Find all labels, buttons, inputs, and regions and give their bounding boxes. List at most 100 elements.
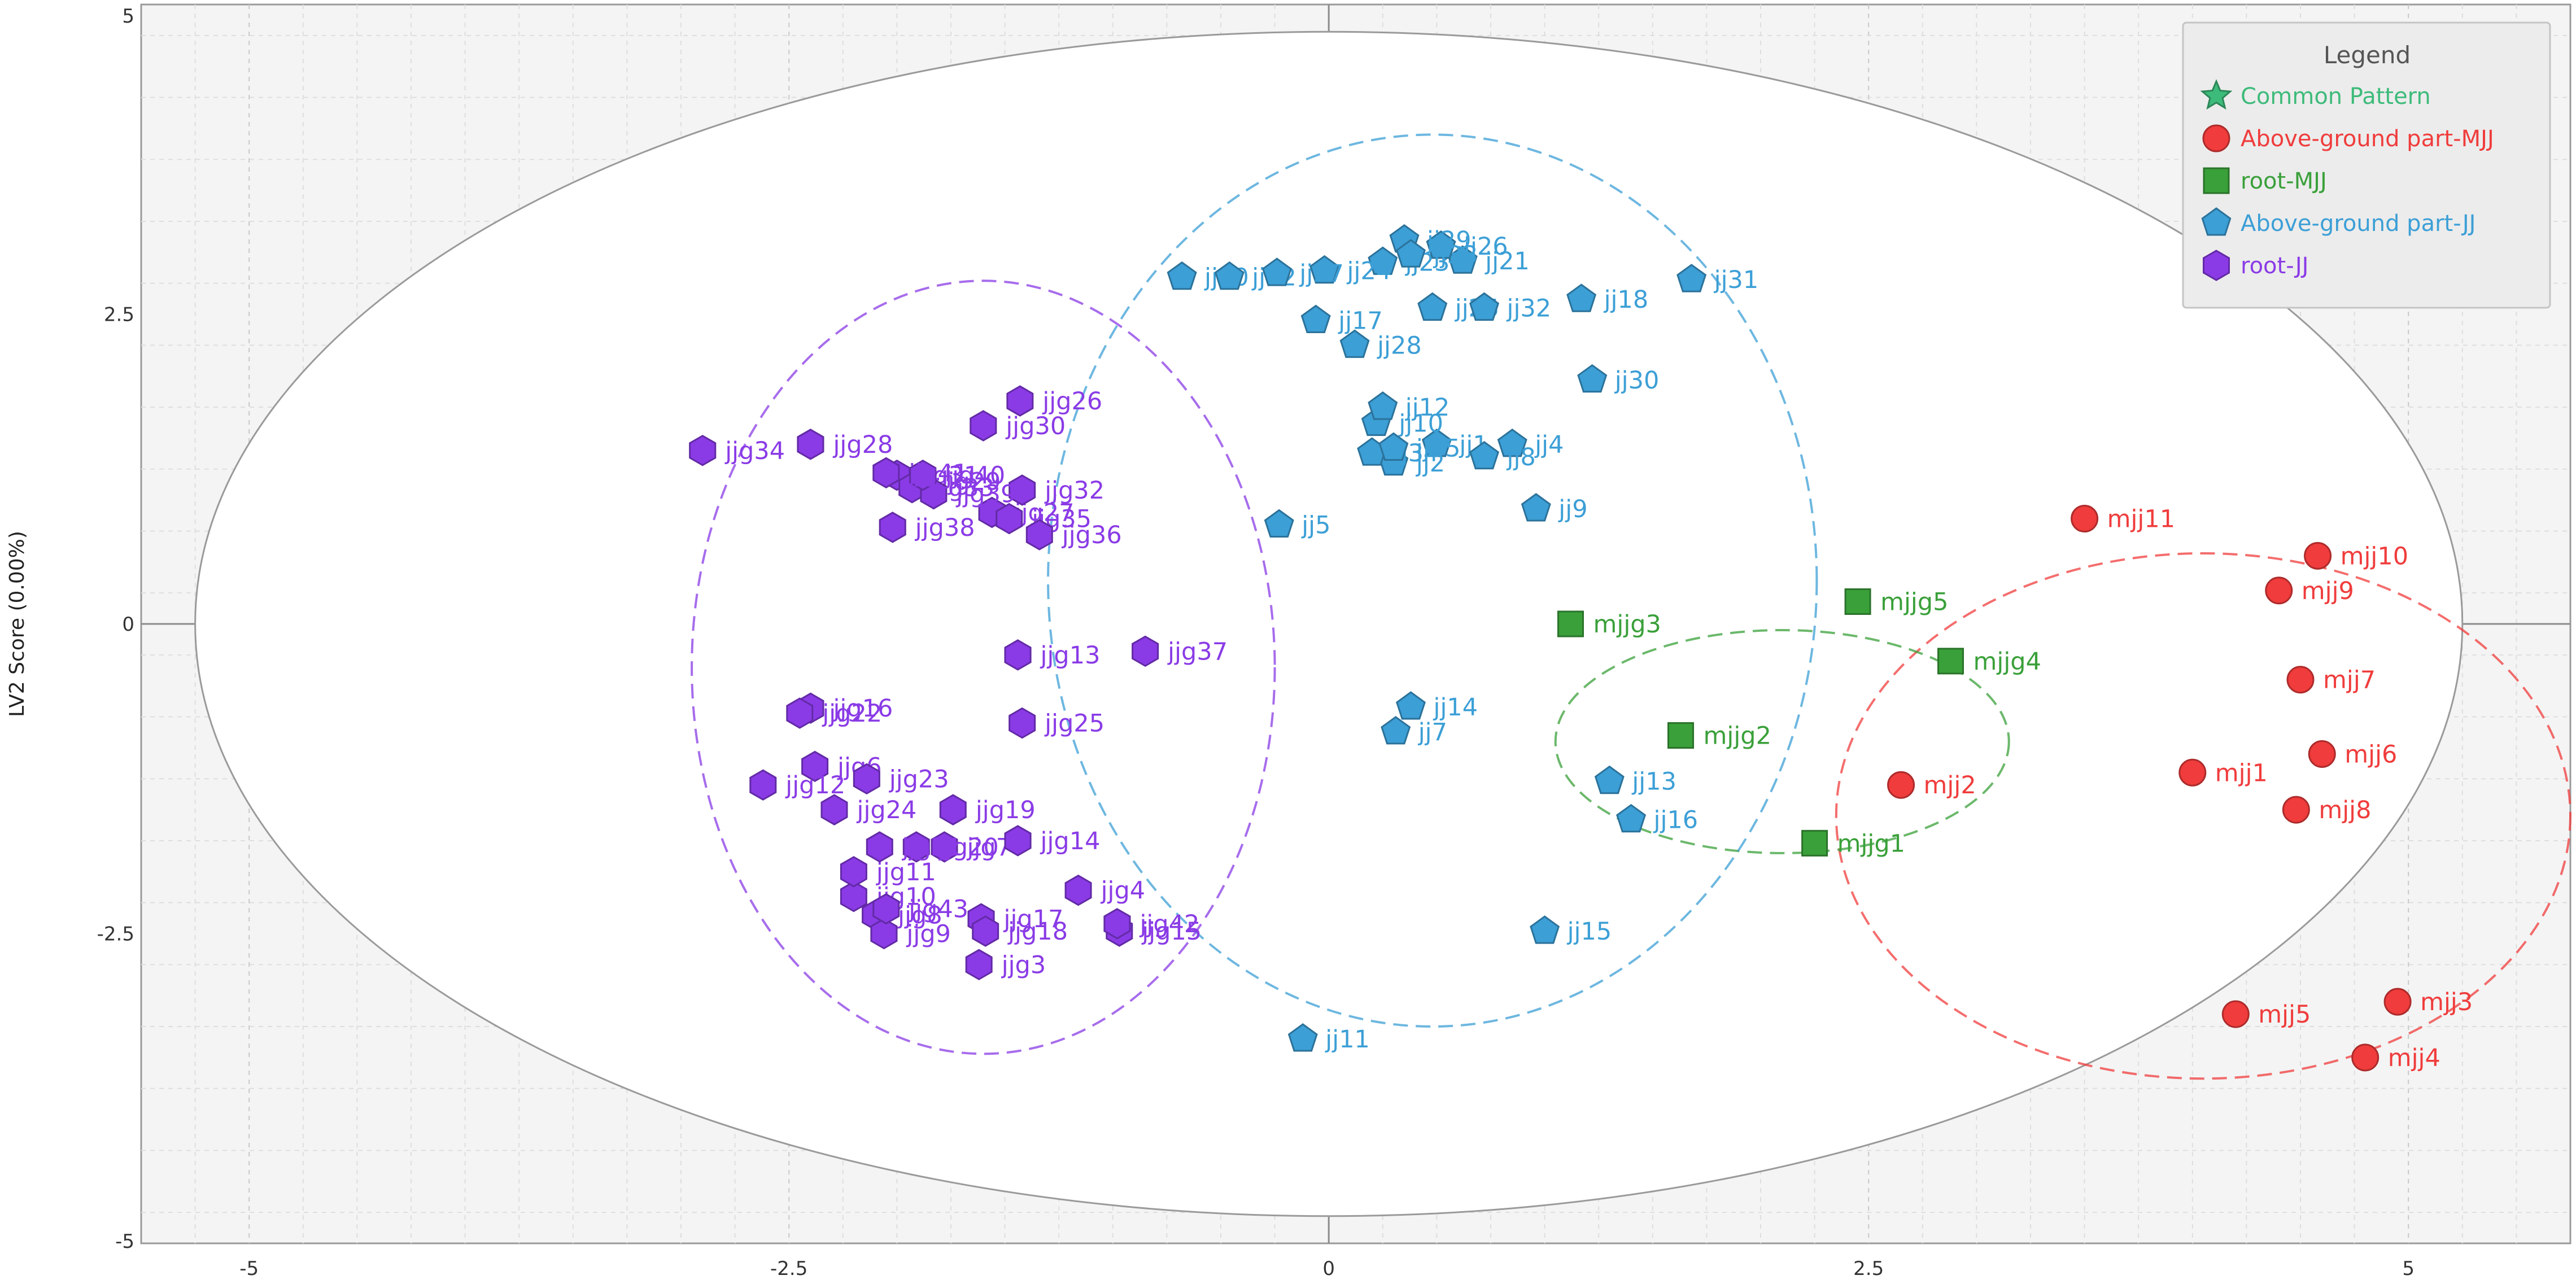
point-label-jj30: jj30 xyxy=(1614,366,1660,395)
point-label-jjg42: jjg42 xyxy=(1139,910,1199,938)
point-label-jjg34: jjg34 xyxy=(724,437,785,465)
point-jj23 xyxy=(1368,246,1398,275)
point-jjg12 xyxy=(749,769,777,801)
point-jjg20 xyxy=(902,831,930,863)
point-label-jjg7: jjg7 xyxy=(967,833,1012,862)
point-label-jj17: jj17 xyxy=(1338,307,1383,335)
point-mjjg2 xyxy=(1667,722,1695,749)
point-mjj7 xyxy=(2286,666,2315,694)
point-jjg23 xyxy=(853,763,880,795)
x-tick-label: -2.5 xyxy=(770,1257,807,1280)
point-jj18 xyxy=(1566,283,1597,312)
point-label-jj5: jj5 xyxy=(1301,511,1330,539)
point-jj30 xyxy=(1577,364,1608,393)
point-jjg9 xyxy=(870,918,898,950)
point-jj16 xyxy=(1616,803,1647,833)
point-label-mjj10: mjj10 xyxy=(2341,542,2409,570)
point-label-mjj9: mjj9 xyxy=(2302,577,2354,605)
point-jj28 xyxy=(1339,329,1370,358)
point-jjg35 xyxy=(996,503,1023,535)
point-label-jj8: jj8 xyxy=(1507,443,1536,471)
legend-marker-root-mjj xyxy=(2203,167,2230,194)
group-ellipse-above-ground-part-jj xyxy=(1047,133,1818,1028)
point-jj14 xyxy=(1396,691,1426,720)
x-tick-label: 0 xyxy=(1322,1257,1335,1280)
point-jjg3 xyxy=(965,949,993,981)
point-label-jjg4: jjg4 xyxy=(1101,877,1146,905)
point-jj9 xyxy=(1521,493,1551,522)
legend-title: Legend xyxy=(2324,41,2411,69)
point-mjj1 xyxy=(2178,758,2207,787)
point-jj25 xyxy=(1417,292,1448,321)
point-jj1 xyxy=(1421,429,1452,457)
point-label-jjg15: jjg15 xyxy=(1141,918,1202,946)
point-label-jj11: jj11 xyxy=(1325,1025,1370,1054)
point-label-jjg8: jjg8 xyxy=(897,902,942,930)
point-label-jj4: jj4 xyxy=(1534,431,1564,459)
point-jj22 xyxy=(1214,261,1245,290)
y-tick-label: 5 xyxy=(122,5,134,28)
legend-entry-above-ground-part-jj: Above-ground part-JJ xyxy=(2241,211,2475,237)
point-label-mjj7: mjj7 xyxy=(2323,666,2376,695)
point-jjg14 xyxy=(1004,825,1032,857)
point-label-jjg17: jjg17 xyxy=(1003,905,1064,933)
point-label-mjj6: mjj6 xyxy=(2344,740,2397,768)
point-label-mjj5: mjj5 xyxy=(2258,1001,2311,1029)
point-label-jjg21: jjg21 xyxy=(902,833,962,862)
point-mjj8 xyxy=(2282,796,2310,824)
point-label-jjg16: jjg16 xyxy=(832,695,893,723)
point-jjg19 xyxy=(939,794,967,826)
point-label-jjg30: jjg30 xyxy=(1005,412,1066,440)
point-label-jjg41: jjg41 xyxy=(908,459,968,487)
point-jjg6 xyxy=(801,750,829,783)
point-jj5 xyxy=(1264,509,1294,538)
point-label-jjg9: jjg9 xyxy=(906,920,951,949)
point-jj27 xyxy=(1261,257,1292,286)
group-ellipse-above-ground-part-mjj xyxy=(1835,552,2571,1080)
legend: Legend Common Pattern Above-ground part-M… xyxy=(2182,21,2551,309)
point-jj15 xyxy=(1530,915,1560,944)
point-label-mjj4: mjj4 xyxy=(2388,1044,2440,1072)
point-mjjg1 xyxy=(1801,829,1828,857)
point-label-jjg23: jjg23 xyxy=(889,765,949,793)
point-jj31 xyxy=(1676,264,1707,292)
point-jj8 xyxy=(1469,440,1500,470)
point-jjg22 xyxy=(786,697,814,729)
point-jjg42 xyxy=(1103,908,1131,940)
series-root-mjj: mjjg1 mjjg2 mjjg3 mjjg4 mjjg5 xyxy=(1557,588,2041,858)
point-label-jjg25: jjg25 xyxy=(1044,710,1104,738)
point-label-jj15: jj15 xyxy=(1567,918,1612,946)
point-label-jjg18: jjg18 xyxy=(1007,918,1068,946)
point-label-jj29: jj29 xyxy=(1426,226,1472,255)
point-jjg36 xyxy=(1025,519,1053,551)
point-label-jj7: jj7 xyxy=(1418,718,1447,746)
point-label-jjg26: jjg26 xyxy=(1042,387,1102,416)
point-label-jj10: jj10 xyxy=(1398,410,1443,438)
group-ellipse-root-mjj xyxy=(1554,628,2010,854)
x-tick-label: -5 xyxy=(239,1257,259,1280)
point-label-jjg40: jjg40 xyxy=(945,462,1005,490)
point-label-jjg14: jjg14 xyxy=(1040,827,1101,855)
point-jjg4 xyxy=(1064,874,1092,906)
point-jjg25 xyxy=(1008,707,1036,739)
point-jj20 xyxy=(1167,261,1197,290)
point-label-jjg28: jjg28 xyxy=(832,431,893,459)
point-jj17 xyxy=(1300,304,1331,333)
point-mjj3 xyxy=(2383,988,2412,1016)
point-label-jj9: jj9 xyxy=(1558,495,1587,523)
point-label-jjg20: jjg20 xyxy=(938,833,999,862)
point-mjj10 xyxy=(2304,541,2332,570)
point-label-jj14: jj14 xyxy=(1433,693,1478,722)
point-jjg30 xyxy=(970,410,997,442)
y-tick-label: -5 xyxy=(115,1230,134,1253)
point-jjg38 xyxy=(879,512,906,543)
point-label-jjg37: jjg37 xyxy=(1167,637,1228,666)
y-tick-label: 0 xyxy=(122,613,134,636)
point-jjg7 xyxy=(931,831,958,863)
point-label-jj24: jj24 xyxy=(1347,257,1392,286)
legend-entry-root-jj: root-JJ xyxy=(2241,253,2308,279)
point-jjg41 xyxy=(872,457,900,489)
legend-entry-root-mjj: root-MJJ xyxy=(2241,168,2327,194)
points-layer: mjj1 mjj2 mjj3 mjj4 mjj5 mjj6 mjj7 mjj8 mjj9 mjj1… xyxy=(689,224,2473,1072)
point-jj7 xyxy=(1381,716,1411,745)
